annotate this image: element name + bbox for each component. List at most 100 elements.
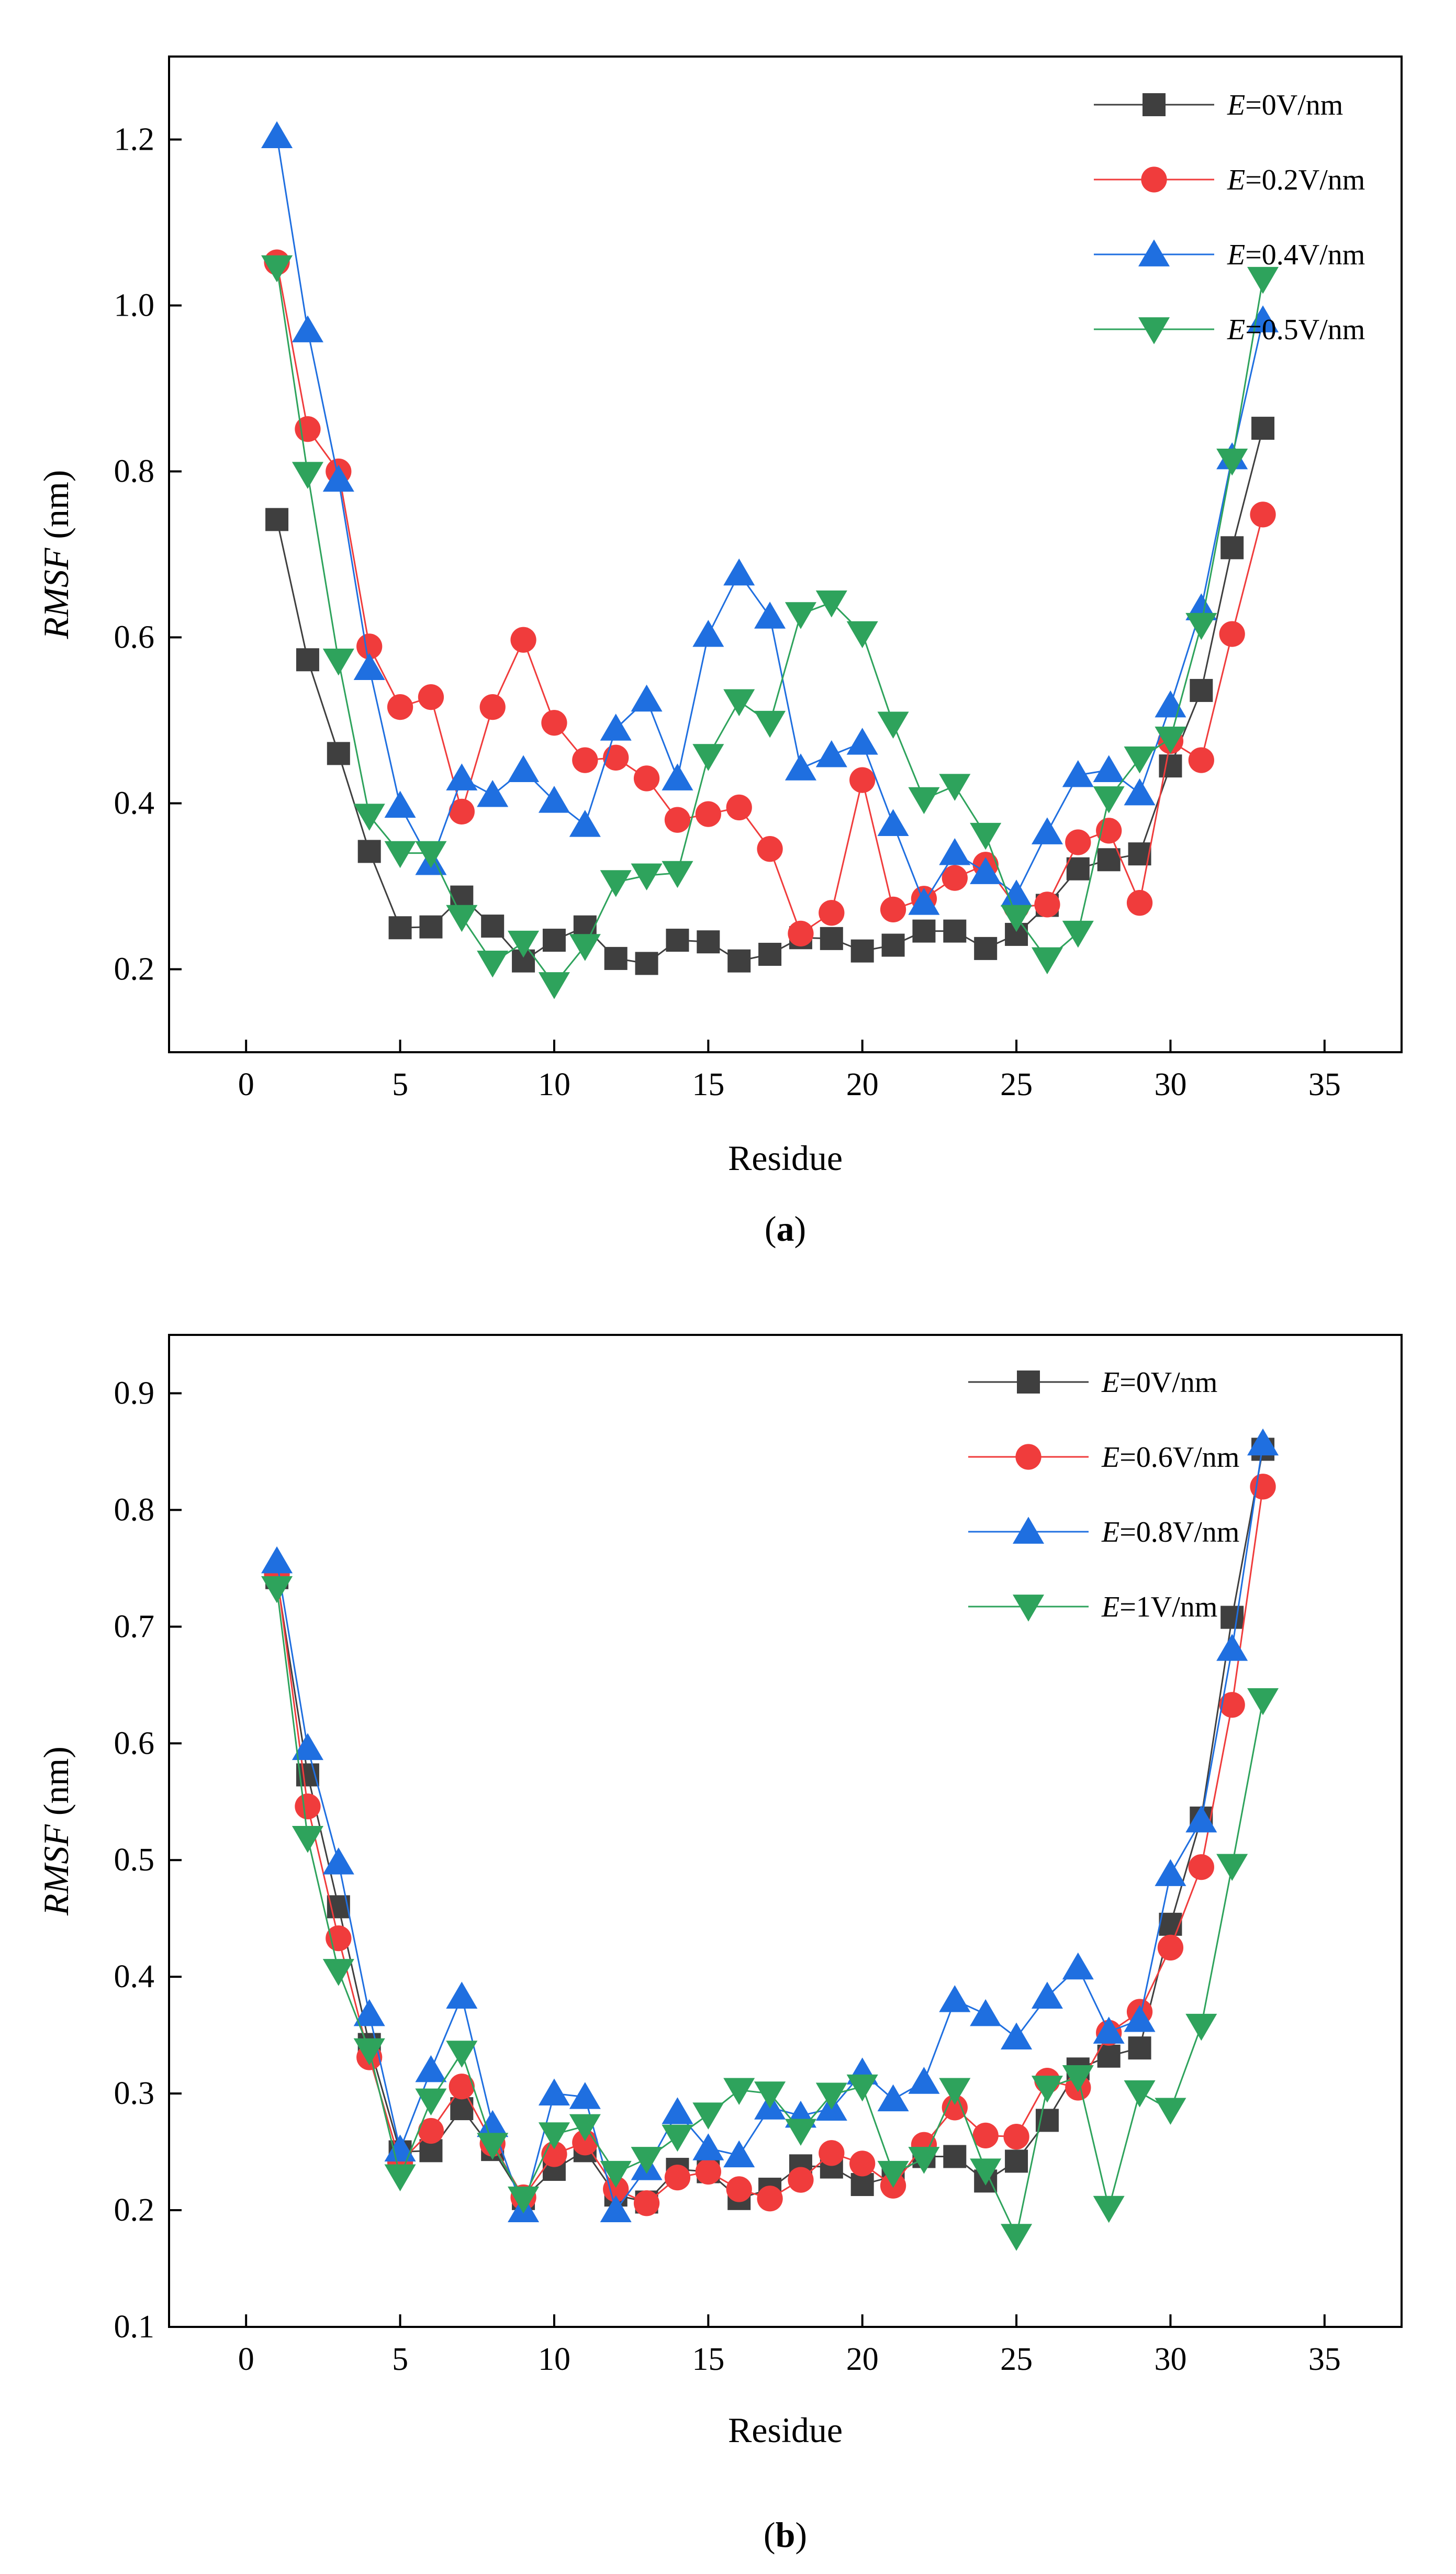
data-point — [877, 809, 909, 837]
data-point — [569, 934, 601, 961]
data-point — [510, 627, 536, 653]
data-point — [1124, 2080, 1156, 2108]
data-point — [384, 841, 416, 868]
x-tick-label: 5 — [392, 2342, 408, 2377]
data-point — [322, 464, 354, 492]
data-point — [1062, 760, 1094, 787]
x-axis-title: Residue — [728, 1138, 843, 1178]
data-point — [1155, 726, 1186, 754]
data-point — [908, 2067, 940, 2094]
data-point — [261, 1576, 293, 1603]
data-point — [726, 2176, 752, 2202]
data-point — [631, 2147, 663, 2174]
data-point — [635, 952, 658, 975]
data-point — [508, 755, 540, 782]
data-point — [388, 916, 412, 940]
data-point — [1031, 1981, 1063, 2009]
data-point — [692, 2102, 724, 2130]
data-point — [1155, 2098, 1186, 2125]
legend-swatch-marker — [1138, 239, 1170, 266]
y-tick-label: 0.4 — [114, 1959, 155, 1994]
y-axis-title-symbol: RMSF — [36, 547, 76, 639]
data-point — [662, 763, 693, 790]
legend-label-value: =1V/nm — [1119, 1591, 1217, 1623]
data-point — [1247, 1688, 1279, 1715]
x-tick-label: 25 — [1000, 2342, 1033, 2377]
caption-paren-open: ( — [764, 2515, 776, 2555]
data-point — [477, 2110, 509, 2137]
data-point — [292, 462, 323, 489]
data-point — [754, 601, 786, 629]
data-point — [815, 740, 847, 767]
x-tick-label: 25 — [1000, 1067, 1033, 1102]
data-point — [846, 728, 878, 755]
data-point — [970, 2158, 1002, 2186]
data-point — [446, 1981, 478, 2009]
data-point — [846, 2074, 878, 2102]
data-point — [974, 937, 998, 960]
data-point — [970, 1999, 1002, 2026]
data-point — [1062, 2065, 1094, 2092]
data-point — [538, 2078, 570, 2105]
data-point — [295, 416, 321, 442]
y-axis-title-unit: (nm) — [36, 470, 76, 548]
figure-caption: (b) — [764, 2515, 807, 2555]
data-point — [1124, 2005, 1156, 2032]
data-point — [1034, 892, 1060, 918]
data-point — [1188, 747, 1214, 773]
data-point — [970, 822, 1002, 850]
data-point — [261, 255, 293, 283]
data-point — [446, 763, 478, 790]
y-axis-title: RMSF (nm) — [36, 470, 76, 640]
x-tick-label: 15 — [692, 1067, 724, 1102]
data-point — [662, 2097, 693, 2124]
data-point — [415, 2088, 447, 2116]
data-point — [479, 694, 506, 720]
legend-label: E=0.5V/nm — [1227, 314, 1365, 346]
caption-letter: b — [776, 2515, 796, 2555]
data-point — [815, 590, 847, 618]
data-point — [600, 2195, 632, 2222]
legend-label-symbol: E — [1227, 89, 1245, 121]
x-tick-label: 30 — [1154, 1067, 1186, 1102]
data-point — [723, 558, 755, 586]
data-point — [418, 2118, 444, 2144]
data-point — [353, 1999, 385, 2026]
data-point — [292, 1825, 323, 1853]
legend-swatch-marker — [1012, 1517, 1045, 1544]
data-point — [815, 2082, 847, 2110]
data-point — [754, 710, 786, 738]
figure-caption: (a) — [765, 1209, 806, 1249]
legend-label-value: =0.4V/nm — [1245, 239, 1365, 271]
series-3 — [261, 1576, 1279, 2251]
data-point — [477, 780, 509, 807]
data-point — [1220, 536, 1244, 560]
y-axis-title-unit: (nm) — [36, 1746, 76, 1824]
caption-paren-open: ( — [765, 1209, 777, 1249]
legend-label-value: =0V/nm — [1119, 1366, 1217, 1399]
legend-label: E=1V/nm — [1101, 1591, 1217, 1623]
data-point — [819, 2140, 845, 2166]
data-point — [631, 684, 663, 712]
data-point — [662, 861, 693, 888]
legend-label: E=0.4V/nm — [1227, 239, 1365, 271]
x-tick-label: 5 — [392, 1067, 408, 1102]
data-point — [1250, 1474, 1276, 1500]
data-point — [415, 2055, 447, 2082]
rmsf-chart-b: 0 5 10 15 20 25 30 35 0.1 0.2 0.3 0.4 0.5 0.6 0.7 0.8 0.… — [36, 1334, 1403, 2555]
legend: E=0V/nmE=0.6V/nmE=0.8V/nmE=1V/nm — [968, 1366, 1239, 1623]
y-tick-label: 0.2 — [114, 952, 155, 987]
series-0 — [265, 417, 1275, 975]
data-point — [939, 2078, 971, 2105]
data-point — [1219, 1692, 1245, 1718]
legend-label-symbol: E — [1101, 1366, 1119, 1399]
data-point — [788, 2167, 814, 2193]
data-point — [908, 2147, 940, 2174]
data-point — [1097, 2044, 1121, 2068]
data-point — [1220, 1606, 1244, 1629]
legend-label-value: =0.2V/nm — [1245, 164, 1365, 196]
data-point — [631, 863, 663, 890]
legend-label: E=0V/nm — [1101, 1366, 1217, 1399]
data-point — [541, 710, 567, 736]
data-point — [353, 2038, 385, 2066]
